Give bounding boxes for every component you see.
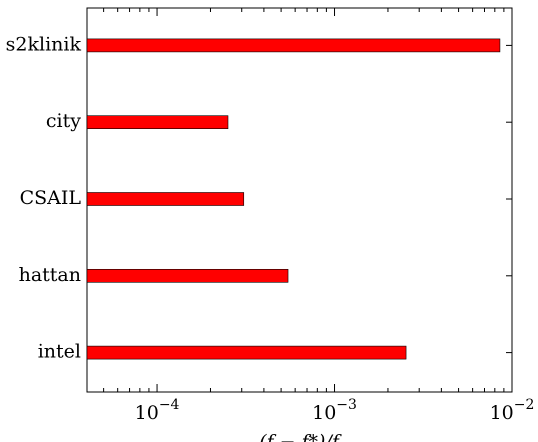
x-tick-exponent: −4 (159, 397, 180, 413)
y-tick-label: s2klinik (6, 33, 82, 55)
x-tick-base: 10 (135, 402, 159, 424)
y-tick-label: hattan (19, 264, 81, 286)
bar (86, 115, 229, 129)
x-tick-label: 10−3 (312, 397, 357, 424)
x-tick-base: 10 (490, 402, 514, 424)
y-tick-label: intel (38, 341, 81, 363)
bar (86, 192, 245, 206)
bar (86, 38, 501, 53)
y-tick-label: city (46, 110, 81, 132)
bar (86, 268, 289, 283)
x-tick-exponent: −3 (336, 397, 357, 413)
y-tick-label: CSAIL (20, 187, 82, 209)
x-tick-base: 10 (312, 402, 336, 424)
x-tick-label: 10−2 (490, 397, 535, 424)
x-tick-label: 10−4 (135, 397, 180, 424)
bar (86, 345, 407, 360)
x-axis-label: (f − f*)/f (259, 431, 342, 442)
x-tick-exponent: −2 (514, 397, 535, 413)
